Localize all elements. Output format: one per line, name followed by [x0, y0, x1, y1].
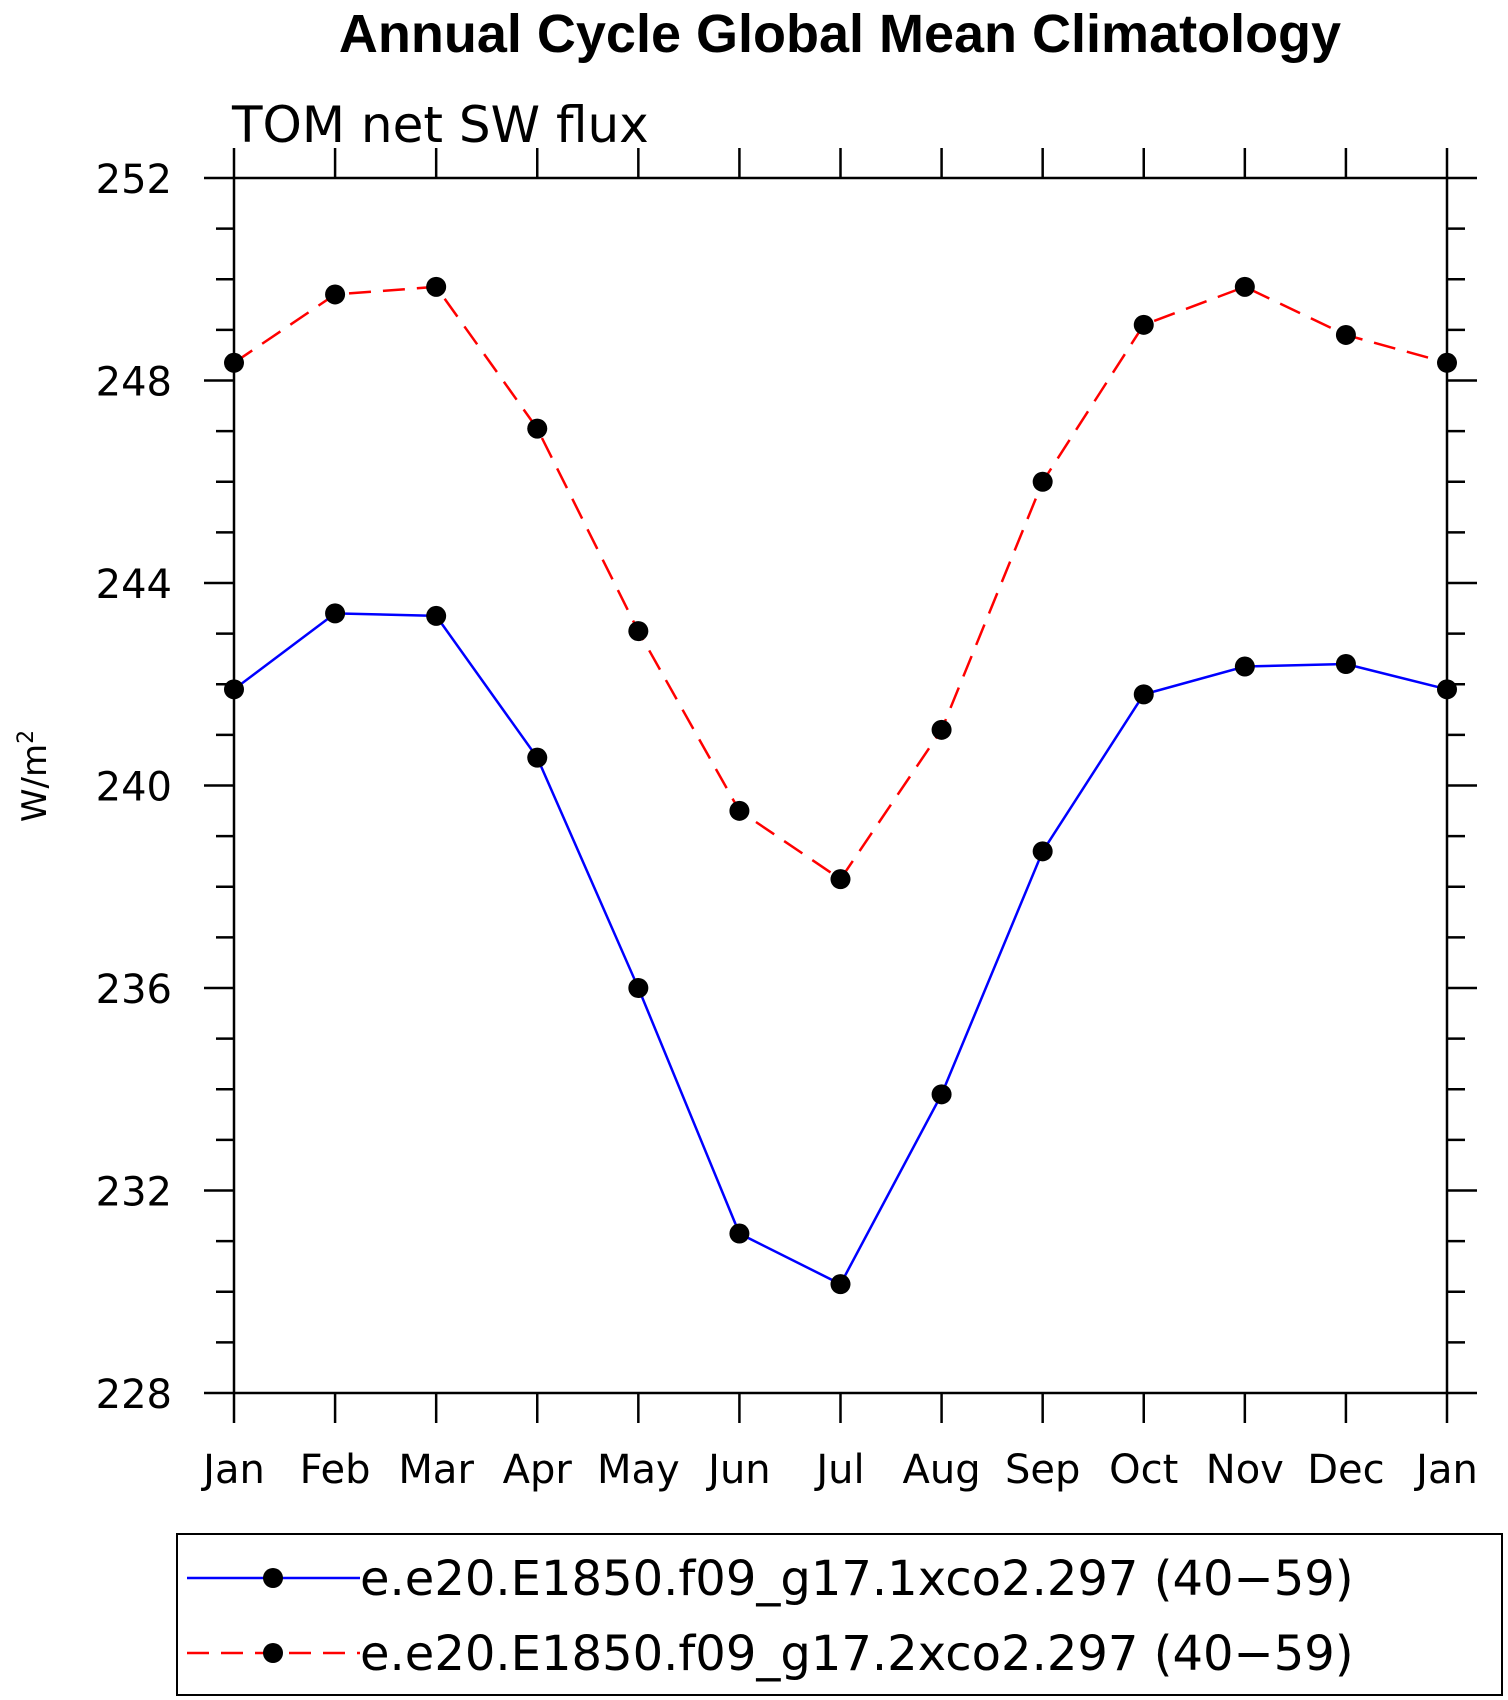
- x-tick-label: Jan: [1413, 1447, 1478, 1493]
- series-1-point: [830, 1274, 851, 1295]
- series-2-point: [527, 418, 548, 439]
- series-2-point: [830, 869, 851, 890]
- series-1-point: [1133, 684, 1154, 705]
- legend-series-1-label: e.e20.E1850.f09_g17.1xco2.297 (40−59): [360, 1551, 1354, 1607]
- legend: e.e20.E1850.f09_g17.1xco2.297 (40−59) e.…: [176, 1533, 1503, 1696]
- x-tick-label: May: [597, 1447, 680, 1493]
- x-tick-label: Oct: [1109, 1447, 1178, 1493]
- x-tick-label: Feb: [300, 1447, 371, 1493]
- series-2-point: [1133, 314, 1154, 335]
- series-1-point: [1335, 654, 1356, 674]
- series-1-point: [224, 679, 244, 700]
- y-tick-label: 252: [96, 157, 172, 203]
- y-tick-label: 228: [96, 1372, 172, 1418]
- series-2-point: [628, 621, 649, 642]
- chart-subtitle: TOM net SW flux: [231, 96, 649, 154]
- x-tick-label: Apr: [503, 1447, 573, 1493]
- x-tick-label: Dec: [1307, 1447, 1384, 1493]
- series-1-point: [325, 603, 346, 624]
- legend-series-2-marker: [263, 1643, 283, 1663]
- series-markers: [224, 276, 1457, 1295]
- y-tick-label: 232: [96, 1170, 172, 1216]
- series-2-point: [931, 719, 952, 740]
- legend-box: [176, 1533, 1503, 1696]
- series-1-point: [527, 747, 548, 768]
- series-1-line: [233, 612, 1448, 1286]
- series-1-point: [628, 978, 649, 998]
- series-2-point: [729, 800, 750, 821]
- series-2-point: [1032, 471, 1053, 492]
- chart-title: Annual Cycle Global Mean Climatology: [339, 4, 1341, 64]
- axis-ticks: [204, 148, 1477, 1423]
- series-1-point: [729, 1223, 750, 1244]
- series-1-point: [931, 1084, 952, 1105]
- y-tick-label: 236: [96, 967, 172, 1013]
- series-1-point: [1032, 841, 1053, 862]
- series-2-point: [426, 276, 447, 297]
- series-1-point: [1234, 656, 1255, 677]
- x-tick-label: Sep: [1005, 1447, 1080, 1493]
- legend-series-2-label: e.e20.E1850.f09_g17.2xco2.297 (40−59): [360, 1626, 1354, 1682]
- x-tick-label: Mar: [398, 1447, 474, 1493]
- plot-frame: [232, 176, 1449, 1395]
- legend-series-1-marker: [263, 1568, 283, 1588]
- x-tick-label: Jan: [200, 1447, 265, 1493]
- series-2-line: [233, 285, 1448, 881]
- series-2-point: [224, 352, 244, 373]
- series-lines: [233, 285, 1448, 1286]
- x-tick-label: Aug: [903, 1447, 981, 1493]
- tick-labels: Jan Feb Mar Apr May Jun Jul Aug Sep Oct Nov Dec Jan 2…: [96, 157, 1478, 1493]
- series-1-point: [1437, 679, 1457, 700]
- series-2-point: [1437, 352, 1457, 373]
- y-tick-label: 244: [96, 562, 172, 608]
- series-2-point: [1234, 276, 1255, 297]
- series-2-point: [1335, 324, 1356, 345]
- x-tick-label: Jun: [705, 1447, 771, 1493]
- y-axis-label: W/m2: [14, 730, 55, 822]
- x-tick-label: Nov: [1206, 1447, 1284, 1493]
- y-axis-label-superscript: 2: [14, 730, 39, 744]
- series-1-point: [426, 605, 447, 626]
- y-tick-label: 248: [96, 360, 172, 406]
- series-2-point: [325, 284, 346, 305]
- x-tick-label: Jul: [813, 1447, 864, 1493]
- y-axis-label-text: W/m: [15, 744, 55, 822]
- y-tick-label: 240: [96, 765, 172, 811]
